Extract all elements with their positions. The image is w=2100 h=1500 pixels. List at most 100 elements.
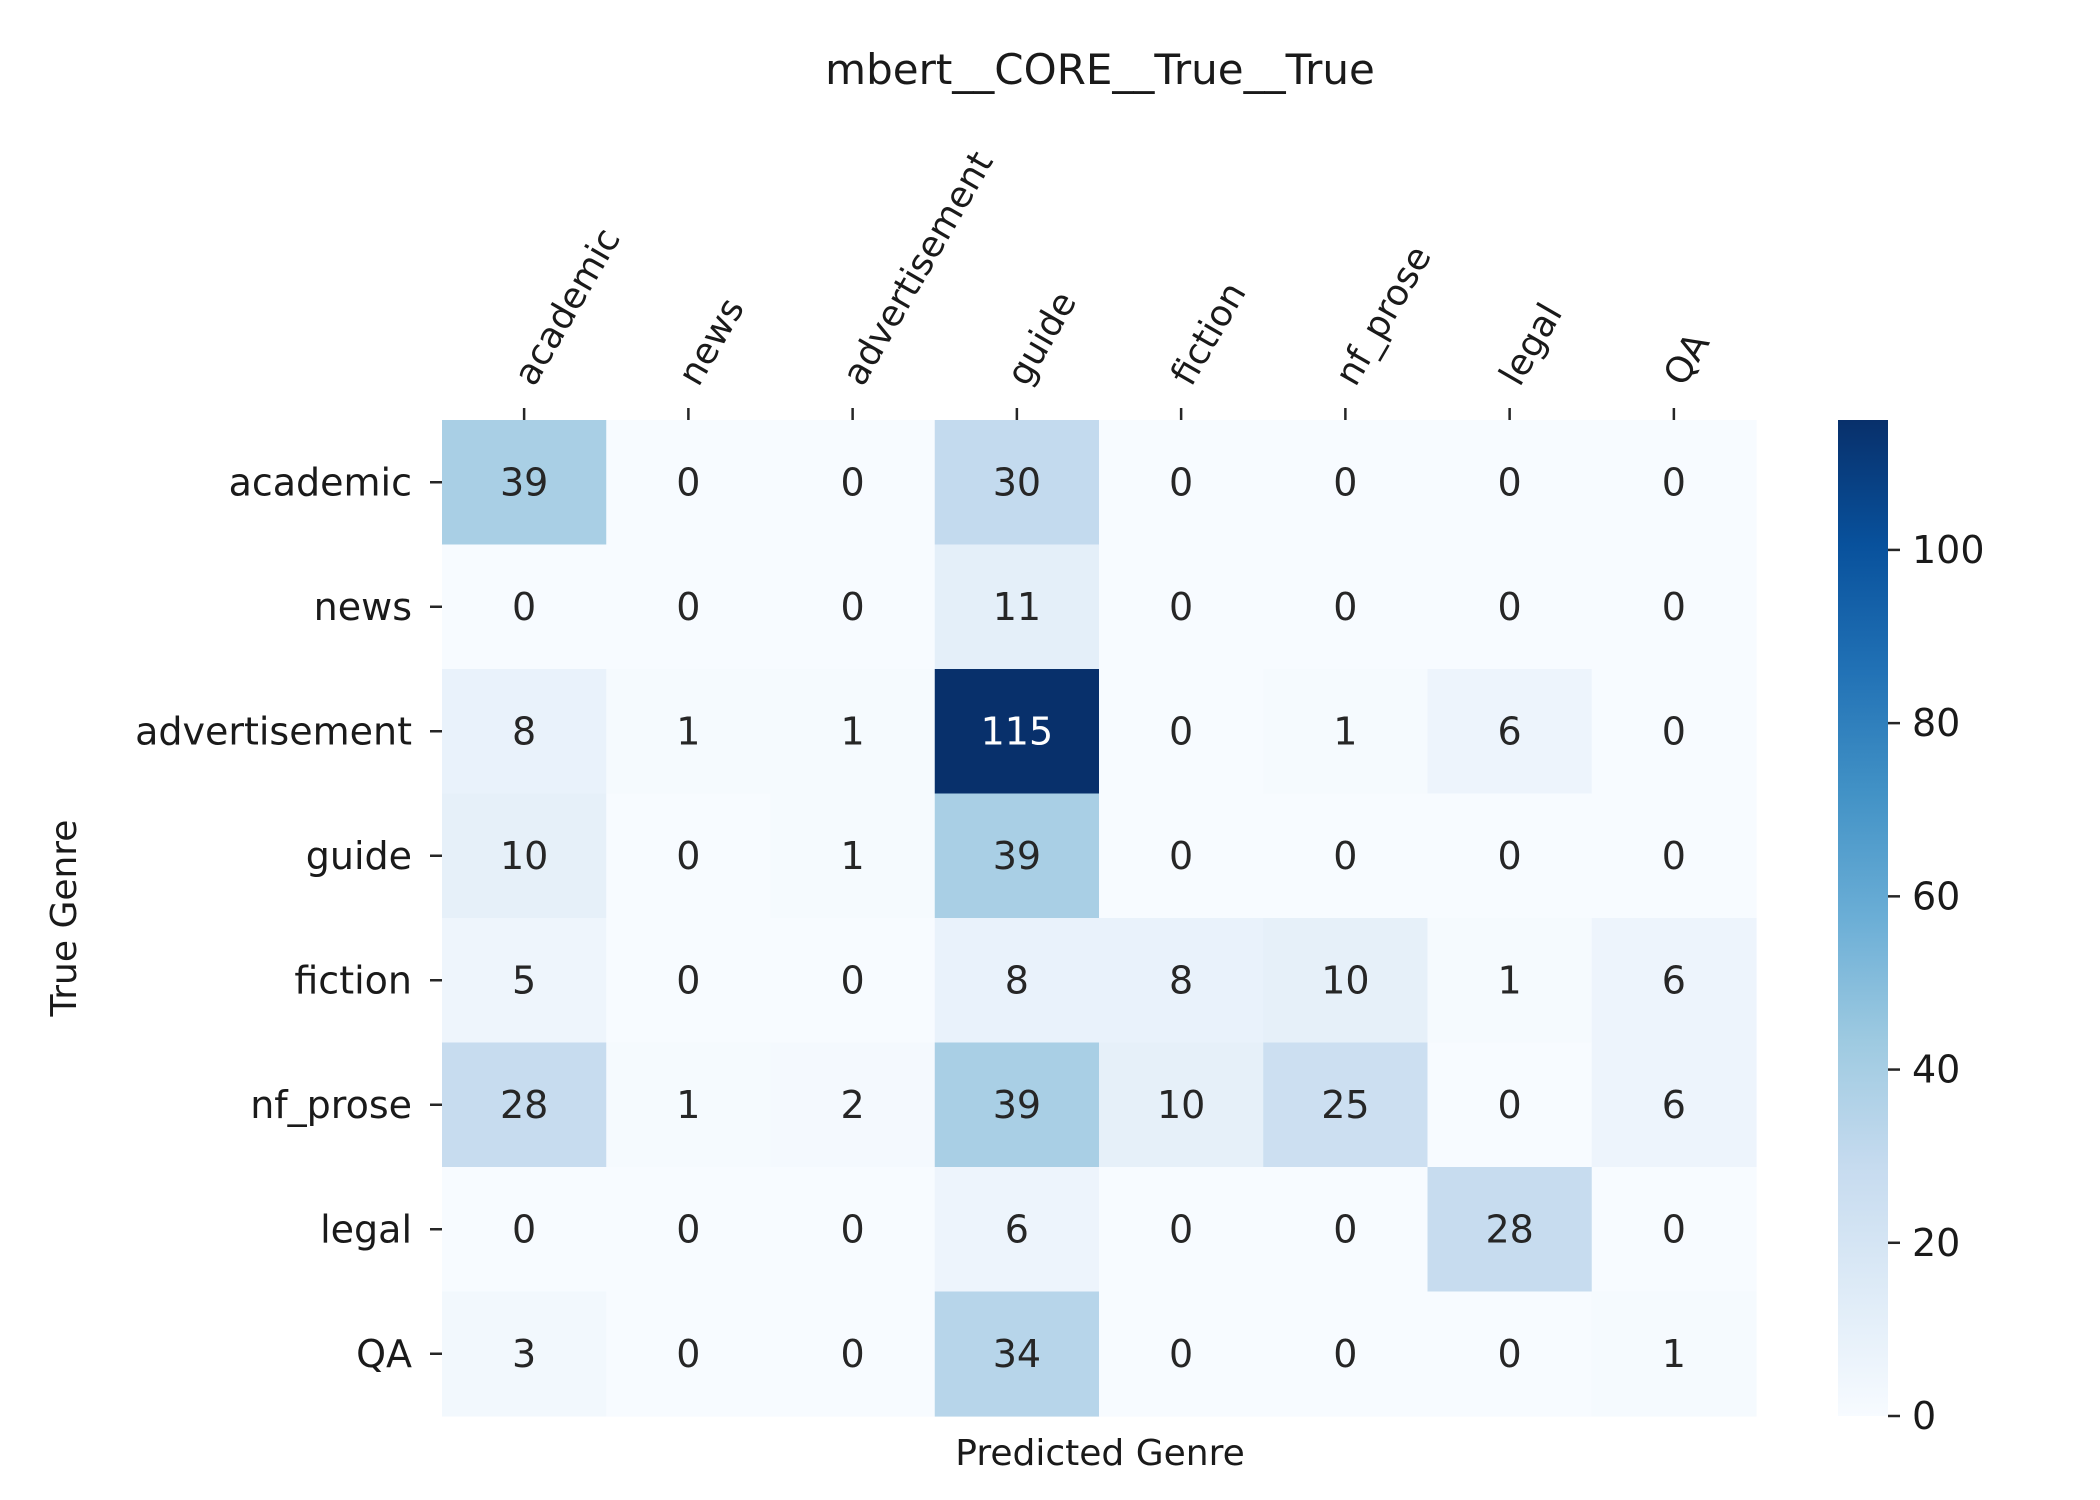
heatmap-cell xyxy=(1099,544,1264,670)
heatmap-cell xyxy=(1427,793,1593,919)
cell-value-label: 0 xyxy=(1169,585,1193,629)
heatmap-cell xyxy=(442,420,607,546)
cell-value-label: 0 xyxy=(1333,1207,1357,1251)
cell-value-label: 0 xyxy=(1333,585,1357,629)
cell-value-label: 10 xyxy=(500,834,548,878)
heatmap-cell xyxy=(934,918,1100,1044)
y-tick-label: QA xyxy=(356,1332,412,1376)
heatmap-cell xyxy=(606,420,772,546)
cell-value-label: 0 xyxy=(1333,460,1357,504)
heatmap-cell xyxy=(1591,420,1757,546)
heatmap-cell xyxy=(1591,1042,1757,1168)
cell-value-label: 0 xyxy=(1169,709,1193,753)
heatmap-cell xyxy=(934,669,1100,795)
colorbar-tick-label: 100 xyxy=(1912,528,1985,572)
heatmap-cell xyxy=(770,1167,936,1293)
y-tick-label: news xyxy=(314,585,412,629)
x-tick-label: nf_prose xyxy=(1328,239,1440,392)
cell-value-label: 0 xyxy=(1498,1083,1522,1127)
heatmap-cell xyxy=(442,1291,607,1417)
y-tick-label: nf_prose xyxy=(250,1083,412,1127)
cell-value-label: 0 xyxy=(676,460,700,504)
heatmap-cell xyxy=(606,544,772,670)
heatmap-cell xyxy=(1591,918,1757,1044)
colorbar-tick-label: 80 xyxy=(1912,701,1960,745)
heatmap-cell xyxy=(1591,1291,1757,1417)
x-tick-label: fiction xyxy=(1163,275,1254,392)
y-tick-label: guide xyxy=(306,834,412,878)
cell-value-label: 8 xyxy=(1005,958,1029,1002)
cell-value-label: 0 xyxy=(1498,1332,1522,1376)
cell-value-label: 1 xyxy=(676,709,700,753)
cell-value-label: 1 xyxy=(841,834,865,878)
heatmap-cell xyxy=(1263,544,1429,670)
heatmap-cell xyxy=(606,1167,772,1293)
cell-value-label: 0 xyxy=(1333,834,1357,878)
cell-value-label: 0 xyxy=(1169,1332,1193,1376)
cell-value-label: 0 xyxy=(1498,834,1522,878)
y-tick-label: fiction xyxy=(294,958,412,1002)
heatmap-cell xyxy=(770,1291,936,1417)
y-axis-ticks: academic news advertisement guide fiction nf_… xyxy=(135,460,442,1376)
cell-value-label: 25 xyxy=(1321,1083,1369,1127)
heatmap-cell xyxy=(1263,918,1429,1044)
heatmap-grid: 39 0 0 30 0 0 0 00 0 0 11 0 0 0 08 1 1 115 0 1 6 010 0 1 39 0 0 0 05… xyxy=(442,420,1757,1417)
cell-value-label: 0 xyxy=(841,460,865,504)
heatmap-cell xyxy=(442,1167,607,1293)
heatmap-cell xyxy=(1591,1167,1757,1293)
heatmap-cell xyxy=(934,1167,1100,1293)
heatmap-cell xyxy=(606,1042,772,1168)
heatmap-cell xyxy=(770,544,936,670)
heatmap-cell xyxy=(1427,1291,1593,1417)
heatmap-cell xyxy=(606,1291,772,1417)
heatmap-cell xyxy=(1427,544,1593,670)
cell-value-label: 0 xyxy=(512,585,536,629)
cell-value-label: 3 xyxy=(512,1332,536,1376)
cell-value-label: 39 xyxy=(993,834,1041,878)
cell-value-label: 30 xyxy=(993,460,1041,504)
heatmap-cell xyxy=(770,420,936,546)
cell-value-label: 0 xyxy=(1662,709,1686,753)
cell-value-label: 28 xyxy=(1485,1207,1533,1251)
y-tick-label: advertisement xyxy=(135,709,412,753)
cell-value-label: 0 xyxy=(676,958,700,1002)
cell-value-label: 11 xyxy=(993,585,1041,629)
cell-value-label: 0 xyxy=(1169,460,1193,504)
heatmap-cell xyxy=(1099,793,1264,919)
heatmap-cell xyxy=(606,918,772,1044)
cell-value-label: 10 xyxy=(1157,1083,1205,1127)
cell-value-label: 8 xyxy=(1169,958,1193,1002)
heatmap-cell xyxy=(1591,544,1757,670)
y-tick-label: legal xyxy=(320,1207,412,1251)
cell-value-label: 0 xyxy=(676,834,700,878)
heatmap-cell xyxy=(770,669,936,795)
colorbar-tick-label: 20 xyxy=(1912,1221,1960,1265)
x-tick-label: QA xyxy=(1656,326,1718,393)
cell-value-label: 39 xyxy=(993,1083,1041,1127)
heatmap-cell xyxy=(934,544,1100,670)
cell-value-label: 6 xyxy=(1005,1207,1029,1251)
cell-value-label: 0 xyxy=(676,585,700,629)
heatmap-cell xyxy=(1427,1167,1593,1293)
heatmap-cell xyxy=(934,793,1100,919)
cell-value-label: 6 xyxy=(1498,709,1522,753)
cell-value-label: 0 xyxy=(1662,585,1686,629)
heatmap-cell xyxy=(1263,1042,1429,1168)
colorbar-tick-label: 0 xyxy=(1912,1394,1936,1438)
heatmap-cell xyxy=(934,1042,1100,1168)
y-axis-label: True Genre xyxy=(44,820,85,1018)
cell-value-label: 1 xyxy=(676,1083,700,1127)
heatmap-cell xyxy=(606,669,772,795)
cell-value-label: 39 xyxy=(500,460,548,504)
cell-value-label: 0 xyxy=(1169,1207,1193,1251)
heatmap-cell xyxy=(442,793,607,919)
cell-value-label: 10 xyxy=(1321,958,1369,1002)
cell-value-label: 0 xyxy=(1498,460,1522,504)
cell-value-label: 2 xyxy=(841,1083,865,1127)
colorbar-tick-label: 60 xyxy=(1912,874,1960,918)
x-tick-label: legal xyxy=(1492,297,1571,393)
heatmap-cell xyxy=(1263,669,1429,795)
cell-value-label: 0 xyxy=(841,958,865,1002)
heatmap-cell xyxy=(1099,1042,1264,1168)
